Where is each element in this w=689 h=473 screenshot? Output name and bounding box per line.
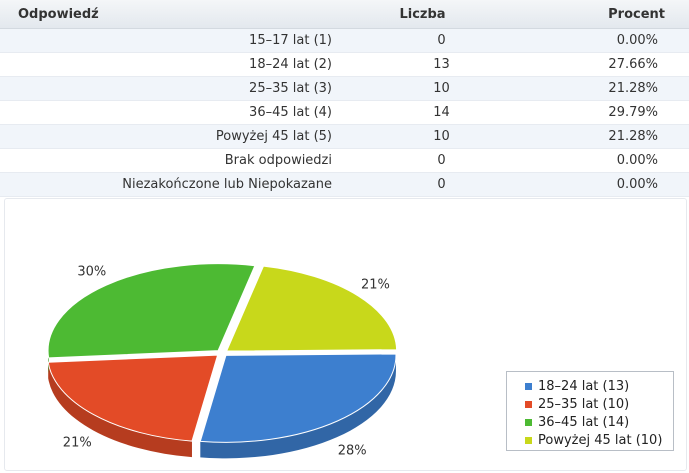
answer-cell: 36–45 lat (4) <box>249 105 332 120</box>
answer-cell: Powyżej 45 lat (5) <box>215 129 332 144</box>
table-row: 15–17 lat (1) 0 0.00% <box>0 29 689 53</box>
results-table: Odpowiedź Liczba Procent 15–17 lat (1) 0 0… <box>0 0 689 197</box>
header-answer: Odpowiedź <box>18 6 99 22</box>
header-percent: Procent <box>608 6 665 22</box>
answer-cell: 25–35 lat (3) <box>249 81 332 96</box>
table-row: 25–35 lat (3) 10 21.28% <box>0 77 689 101</box>
pie-slice-label: 30% <box>77 265 106 280</box>
pie-slice <box>47 354 219 442</box>
count-cell: 0 <box>437 177 446 192</box>
percent-cell: 21.28% <box>608 81 658 96</box>
legend-swatch <box>525 418 532 426</box>
chart-legend: 18–24 lat (13) 25–35 lat (10) 36–45 lat (1… <box>506 371 674 451</box>
table-header: Odpowiedź Liczba Procent <box>0 0 689 29</box>
percent-cell: 29.79% <box>608 105 658 120</box>
header-count: Liczba <box>399 6 446 22</box>
answer-cell: Niezakończone lub Niepokazane <box>122 177 332 192</box>
table-body: 15–17 lat (1) 0 0.00% 18–24 lat (2) 13 27.66%… <box>0 29 689 197</box>
legend-swatch <box>525 382 532 390</box>
pie-slice-side <box>200 355 396 459</box>
legend-item: 25–35 lat (10) <box>525 395 667 413</box>
pie-slice-label: 21% <box>361 278 390 293</box>
pie-slice-label: 28% <box>338 443 367 458</box>
count-cell: 13 <box>433 57 450 72</box>
table-row: Powyżej 45 lat (5) 10 21.28% <box>0 125 689 149</box>
table-row: Brak odpowiedzi 0 0.00% <box>0 149 689 173</box>
count-cell: 10 <box>433 81 450 96</box>
percent-cell: 27.66% <box>608 57 658 72</box>
percent-cell: 0.00% <box>616 177 658 192</box>
legend-swatch <box>525 436 532 444</box>
pie-slice-label: 21% <box>63 436 92 451</box>
percent-cell: 21.28% <box>608 129 658 144</box>
pie-slice <box>47 263 256 359</box>
pie-slice <box>199 353 397 443</box>
table-row: Niezakończone lub Niepokazane 0 0.00% <box>0 173 689 197</box>
count-cell: 0 <box>437 153 446 168</box>
legend-label: Powyżej 45 lat (10) <box>538 432 663 448</box>
answer-cell: Brak odpowiedzi <box>224 153 332 168</box>
percent-cell: 0.00% <box>616 153 658 168</box>
answer-cell: 18–24 lat (2) <box>249 57 332 72</box>
legend-item: 36–45 lat (14) <box>525 413 667 431</box>
table-row: 18–24 lat (2) 13 27.66% <box>0 53 689 77</box>
legend-label: 18–24 lat (13) <box>538 378 630 394</box>
legend-label: 25–35 lat (10) <box>538 396 630 412</box>
legend-swatch <box>525 400 532 408</box>
count-cell: 10 <box>433 129 450 144</box>
legend-label: 36–45 lat (14) <box>538 414 630 430</box>
count-cell: 14 <box>433 105 450 120</box>
count-cell: 0 <box>437 33 446 48</box>
answer-cell: 15–17 lat (1) <box>249 33 332 48</box>
table-row: 36–45 lat (4) 14 29.79% <box>0 101 689 125</box>
legend-item: Powyżej 45 lat (10) <box>525 431 667 449</box>
pie-slice <box>225 265 398 352</box>
pie-slice-side <box>48 362 192 458</box>
legend-item: 18–24 lat (13) <box>525 377 667 395</box>
percent-cell: 0.00% <box>616 33 658 48</box>
